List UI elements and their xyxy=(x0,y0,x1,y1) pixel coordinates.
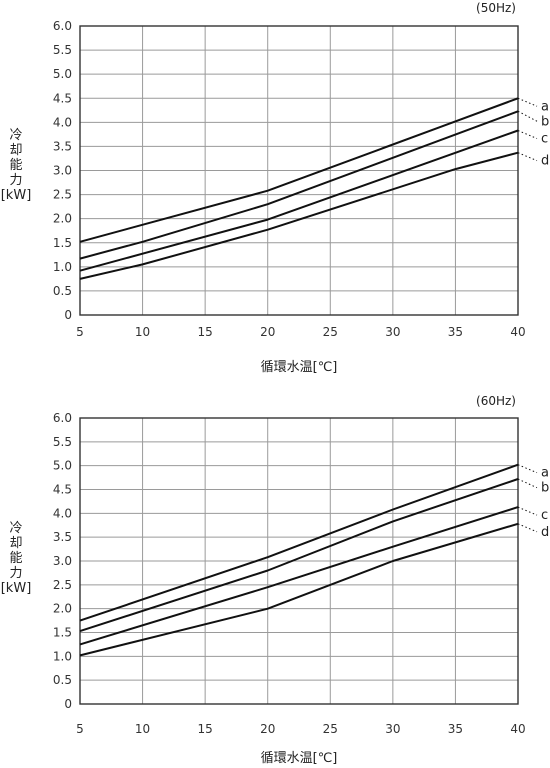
x-tick-label: 40 xyxy=(510,722,525,736)
y-tick-label: 4.5 xyxy=(53,91,72,105)
y-tick-label: 0.5 xyxy=(53,284,72,298)
x-tick-label: 35 xyxy=(448,325,463,339)
x-tick-label: 25 xyxy=(323,325,338,339)
series-line-b xyxy=(79,110,519,260)
series-line-c xyxy=(79,506,519,646)
y-tick-label: 1.5 xyxy=(53,236,72,250)
x-tick-label: 30 xyxy=(385,722,400,736)
series-label-c: c xyxy=(541,508,548,523)
x-tick-label: 5 xyxy=(76,722,84,736)
legend-leader-b xyxy=(517,110,538,122)
y-tick-label: 2.5 xyxy=(53,578,72,592)
x-tick-label: 20 xyxy=(260,325,275,339)
y-tick-label: 5.0 xyxy=(53,459,72,473)
chart-50hz: 0 0.5 1.0 1.5 2.0 2.5 3.0 3.5 4.0 4.5 5.0 5.5 6.0 5 10… xyxy=(1,1,550,375)
y-axis-label-char: 力 xyxy=(9,566,22,581)
y-axis-label-char: 力 xyxy=(9,173,22,188)
series-label-b: b xyxy=(541,481,549,496)
x-tick-label: 10 xyxy=(135,722,150,736)
series-label-a: a xyxy=(541,99,549,114)
series-label-c: c xyxy=(541,132,548,147)
y-axis-label-char: 冷 xyxy=(9,521,22,536)
x-tick-label: 25 xyxy=(323,722,338,736)
series-line-d xyxy=(79,522,519,657)
y-tick-label: 0.5 xyxy=(53,673,72,687)
series-label-b: b xyxy=(541,114,549,129)
legend-leader-d xyxy=(517,523,538,533)
x-tick-label: 10 xyxy=(135,325,150,339)
y-tick-label: 3.5 xyxy=(53,139,72,153)
y-axis-label-char: 却 xyxy=(9,143,22,158)
y-tick-label: 2.5 xyxy=(53,188,72,202)
y-tick-label: 0 xyxy=(64,697,72,711)
y-axis-label-char: 却 xyxy=(9,536,22,551)
y-tick-label: 5.5 xyxy=(53,435,72,449)
y-axis-unit: [kW] xyxy=(1,188,32,203)
x-tick-label: 5 xyxy=(76,325,84,339)
x-tick-label: 15 xyxy=(198,325,213,339)
chart-60hz: 0 0.5 1.0 1.5 2.0 2.5 3.0 3.5 4.0 4.5 5.0 5.5 6.0 5 10… xyxy=(1,394,550,766)
legend-leader-a xyxy=(517,97,538,107)
x-tick-label: 20 xyxy=(260,722,275,736)
plot-frame xyxy=(79,417,519,705)
series-line-a xyxy=(79,97,519,243)
x-tick-label: 40 xyxy=(510,325,525,339)
series-label-d: d xyxy=(541,525,549,540)
y-tick-label: 1.0 xyxy=(53,649,72,663)
plot-frame xyxy=(79,25,519,316)
x-axis-label: 循環水温[℃] xyxy=(261,751,338,766)
y-tick-label: 3.0 xyxy=(53,554,72,568)
y-axis-unit: [kW] xyxy=(1,581,32,596)
y-tick-label: 5.0 xyxy=(53,67,72,81)
y-tick-label: 5.5 xyxy=(53,43,72,57)
legend-leader-c xyxy=(517,130,538,139)
y-tick-label: 4.0 xyxy=(53,115,72,129)
legend-leader-c xyxy=(517,506,538,516)
legend-leader-b xyxy=(517,478,538,489)
x-tick-label: 30 xyxy=(385,325,400,339)
y-axis-label-char: 能 xyxy=(9,158,22,173)
y-tick-label: 2.0 xyxy=(53,212,72,226)
y-tick-label: 3.0 xyxy=(53,164,72,178)
y-tick-label: 6.0 xyxy=(53,19,72,33)
y-tick-label: 1.0 xyxy=(53,260,72,274)
y-tick-label: 1.5 xyxy=(53,626,72,640)
y-axis-label-char: 冷 xyxy=(9,128,22,143)
legend-leader-a xyxy=(517,464,538,474)
y-tick-label: 4.0 xyxy=(53,506,72,520)
y-tick-label: 4.5 xyxy=(53,483,72,497)
series-line-a xyxy=(79,463,519,622)
legend-leader-d xyxy=(517,152,538,162)
y-tick-label: 0 xyxy=(64,308,72,322)
series-line-c xyxy=(79,129,519,272)
y-tick-label: 2.0 xyxy=(53,602,72,616)
y-axis-label-char: 能 xyxy=(9,551,22,566)
series-line-d xyxy=(79,151,519,280)
frequency-label: (60Hz) xyxy=(476,394,516,408)
series-line-b xyxy=(79,478,519,633)
series-label-d: d xyxy=(541,154,549,169)
series-label-a: a xyxy=(541,466,549,481)
y-tick-label: 3.5 xyxy=(53,530,72,544)
frequency-label: (50Hz) xyxy=(476,1,516,15)
x-tick-label: 15 xyxy=(198,722,213,736)
x-tick-label: 35 xyxy=(448,722,463,736)
y-tick-label: 6.0 xyxy=(53,411,72,425)
x-axis-label: 循環水温[℃] xyxy=(261,360,338,375)
